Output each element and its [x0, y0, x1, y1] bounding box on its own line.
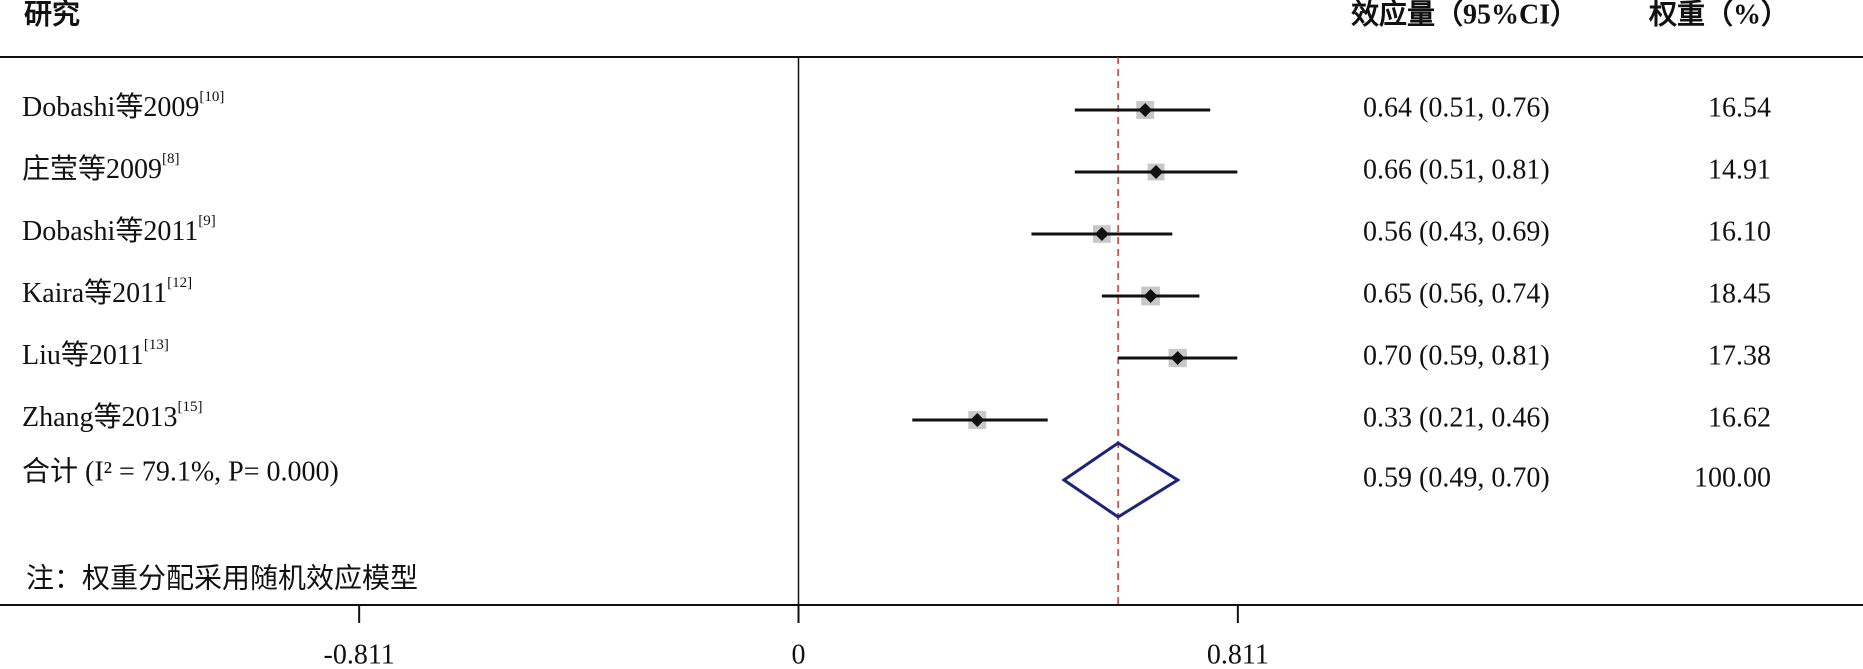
weight-label: 16.62	[1708, 402, 1771, 433]
note: 注：权重分配采用随机效应模型	[26, 562, 418, 594]
effect-label: 0.65 (0.56, 0.74)	[1363, 278, 1550, 309]
study-name: Kaira等2011	[22, 277, 167, 309]
study-name: Dobashi等2009	[22, 91, 199, 123]
study-label: Liu等2011[13]	[22, 337, 169, 371]
study-label: Kaira等2011[12]	[22, 275, 192, 309]
study-name: Liu等2011	[22, 339, 144, 371]
study-ref: [15]	[178, 399, 203, 415]
header-effect: 效应量（95%CI）	[1351, 0, 1578, 30]
summary-diamond	[1061, 441, 1181, 519]
study-ref: [12]	[167, 275, 192, 291]
effect-label: 0.64 (0.51, 0.76)	[1363, 92, 1550, 123]
effect-point	[1094, 227, 1109, 241]
effect-point	[1143, 289, 1158, 303]
effect-point	[1138, 103, 1153, 117]
effect-point	[970, 413, 985, 427]
x-tick-label: 0	[792, 639, 806, 669]
study-ref: [13]	[144, 337, 169, 353]
weight-label: 16.54	[1708, 92, 1771, 123]
study-name: Zhang等2013	[22, 401, 178, 433]
weight-label: 17.38	[1708, 340, 1771, 371]
weight-label: 14.91	[1708, 154, 1771, 185]
header-study: 研究	[24, 0, 80, 30]
study-label: 庄莹等2009[8]	[22, 151, 180, 185]
study-label: Dobashi等2009[10]	[22, 89, 224, 123]
header-weight: 权重（%）	[1648, 0, 1789, 30]
x-tick-label: 0.811	[1207, 639, 1269, 669]
summary-label: 合计 (I² = 79.1%, P= 0.000)	[22, 455, 339, 487]
effect-label: 0.59 (0.49, 0.70)	[1363, 462, 1550, 493]
study-label: Zhang等2013[15]	[22, 399, 203, 433]
study-ref: [10]	[199, 89, 224, 105]
x-tick-label: -0.811	[324, 639, 395, 669]
effect-point	[1149, 165, 1164, 179]
study-name: Dobashi等2011	[22, 215, 198, 247]
effect-label: 0.56 (0.43, 0.69)	[1363, 216, 1550, 247]
weight-label: 100.00	[1694, 462, 1771, 493]
weight-label: 16.10	[1708, 216, 1771, 247]
weight-label: 18.45	[1708, 278, 1771, 309]
study-ref: [9]	[198, 213, 216, 229]
effect-label: 0.66 (0.51, 0.81)	[1363, 154, 1550, 185]
effect-label: 0.33 (0.21, 0.46)	[1363, 402, 1550, 433]
effect-point	[1170, 351, 1185, 365]
study-ref: [8]	[162, 151, 180, 167]
effect-label: 0.70 (0.59, 0.81)	[1363, 340, 1550, 371]
study-name: 庄莹等2009	[22, 153, 162, 185]
study-label: Dobashi等2011[9]	[22, 213, 216, 247]
